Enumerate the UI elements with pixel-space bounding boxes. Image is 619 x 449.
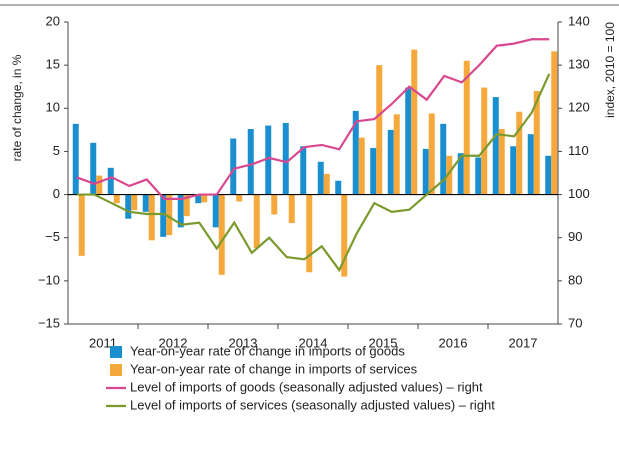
bar	[463, 60, 470, 195]
bar	[411, 49, 418, 195]
bar	[393, 114, 400, 195]
line-series	[76, 73, 551, 273]
x-tick-label: 2014	[299, 335, 328, 350]
y2-tick-label: 80	[568, 272, 582, 287]
bar	[166, 194, 173, 236]
y2-tick-label: 100	[568, 186, 590, 201]
y-tick-label: −15	[38, 315, 60, 330]
bar	[551, 51, 558, 195]
x-tick-label: 2017	[509, 335, 538, 350]
bar	[300, 146, 307, 195]
bar	[306, 194, 313, 273]
legend-label: Year-on-year rate of change in imports o…	[130, 361, 418, 376]
bar	[247, 128, 254, 195]
bar	[218, 194, 225, 275]
bar	[352, 110, 359, 195]
x-tick-label: 2015	[369, 335, 398, 350]
bar	[446, 155, 453, 195]
bar	[457, 153, 464, 195]
bar	[282, 122, 289, 195]
bar	[422, 148, 429, 195]
bar	[113, 194, 120, 204]
legend-swatch	[110, 346, 122, 358]
bar	[253, 194, 260, 249]
y-tick-label: −10	[38, 272, 60, 287]
bar	[527, 134, 534, 195]
bar	[212, 194, 219, 228]
y-tick-label: 0	[53, 186, 60, 201]
bar	[323, 173, 330, 195]
x-tick-label: 2011	[89, 335, 117, 350]
bar	[533, 91, 540, 195]
bar	[335, 180, 342, 195]
bar	[516, 111, 523, 195]
bar	[90, 142, 97, 195]
y-tick-label: −5	[45, 229, 60, 244]
bar	[230, 138, 237, 195]
y-axis-title: rate of change, in %	[10, 54, 24, 161]
x-tick-label: 2016	[439, 335, 468, 350]
bar	[183, 194, 190, 217]
y2-tick-label: 140	[568, 13, 590, 28]
bar	[195, 194, 202, 204]
bar	[376, 65, 383, 195]
legend-label: Level of imports of goods (seasonally ad…	[130, 379, 483, 394]
bar	[387, 129, 394, 195]
legend-label: Year-on-year rate of change in imports o…	[130, 343, 405, 358]
bar	[131, 194, 138, 211]
bar	[405, 87, 412, 195]
bar	[341, 194, 348, 277]
bar	[236, 194, 243, 202]
y-tick-label: 15	[46, 57, 60, 72]
bar	[440, 123, 447, 195]
y2-tick-label: 90	[568, 229, 582, 244]
bar	[201, 194, 208, 203]
y2-tick-label: 130	[568, 57, 590, 72]
bar	[125, 194, 132, 219]
bar	[96, 175, 103, 195]
y2-axis-title: index, 2010 = 100	[603, 22, 617, 118]
y2-tick-label: 120	[568, 100, 590, 115]
bar	[72, 123, 79, 195]
bar	[265, 125, 272, 195]
x-tick-label: 2012	[159, 335, 188, 350]
bar	[317, 161, 324, 195]
bar	[428, 113, 435, 195]
bar	[177, 194, 184, 228]
bar	[481, 87, 488, 195]
bar	[498, 128, 505, 195]
legend-swatch	[110, 364, 122, 376]
y2-tick-label: 110	[568, 143, 589, 158]
bar	[492, 97, 499, 195]
bar	[358, 137, 365, 195]
bar	[78, 194, 85, 256]
bar	[142, 194, 149, 212]
y-tick-label: 20	[46, 13, 60, 28]
bar	[148, 194, 155, 241]
legend-label: Level of imports of services (seasonally…	[130, 397, 495, 412]
bar	[160, 194, 167, 237]
bar	[271, 194, 278, 215]
bar	[370, 147, 377, 195]
x-tick-label: 2013	[229, 335, 258, 350]
y-tick-label: 10	[46, 100, 60, 115]
bar	[510, 146, 517, 195]
bar	[545, 155, 552, 195]
y-tick-label: 5	[53, 143, 60, 158]
y2-tick-label: 70	[568, 315, 582, 330]
bar	[288, 194, 295, 224]
bar	[475, 157, 482, 195]
line-series	[76, 38, 550, 200]
bar	[107, 167, 114, 195]
